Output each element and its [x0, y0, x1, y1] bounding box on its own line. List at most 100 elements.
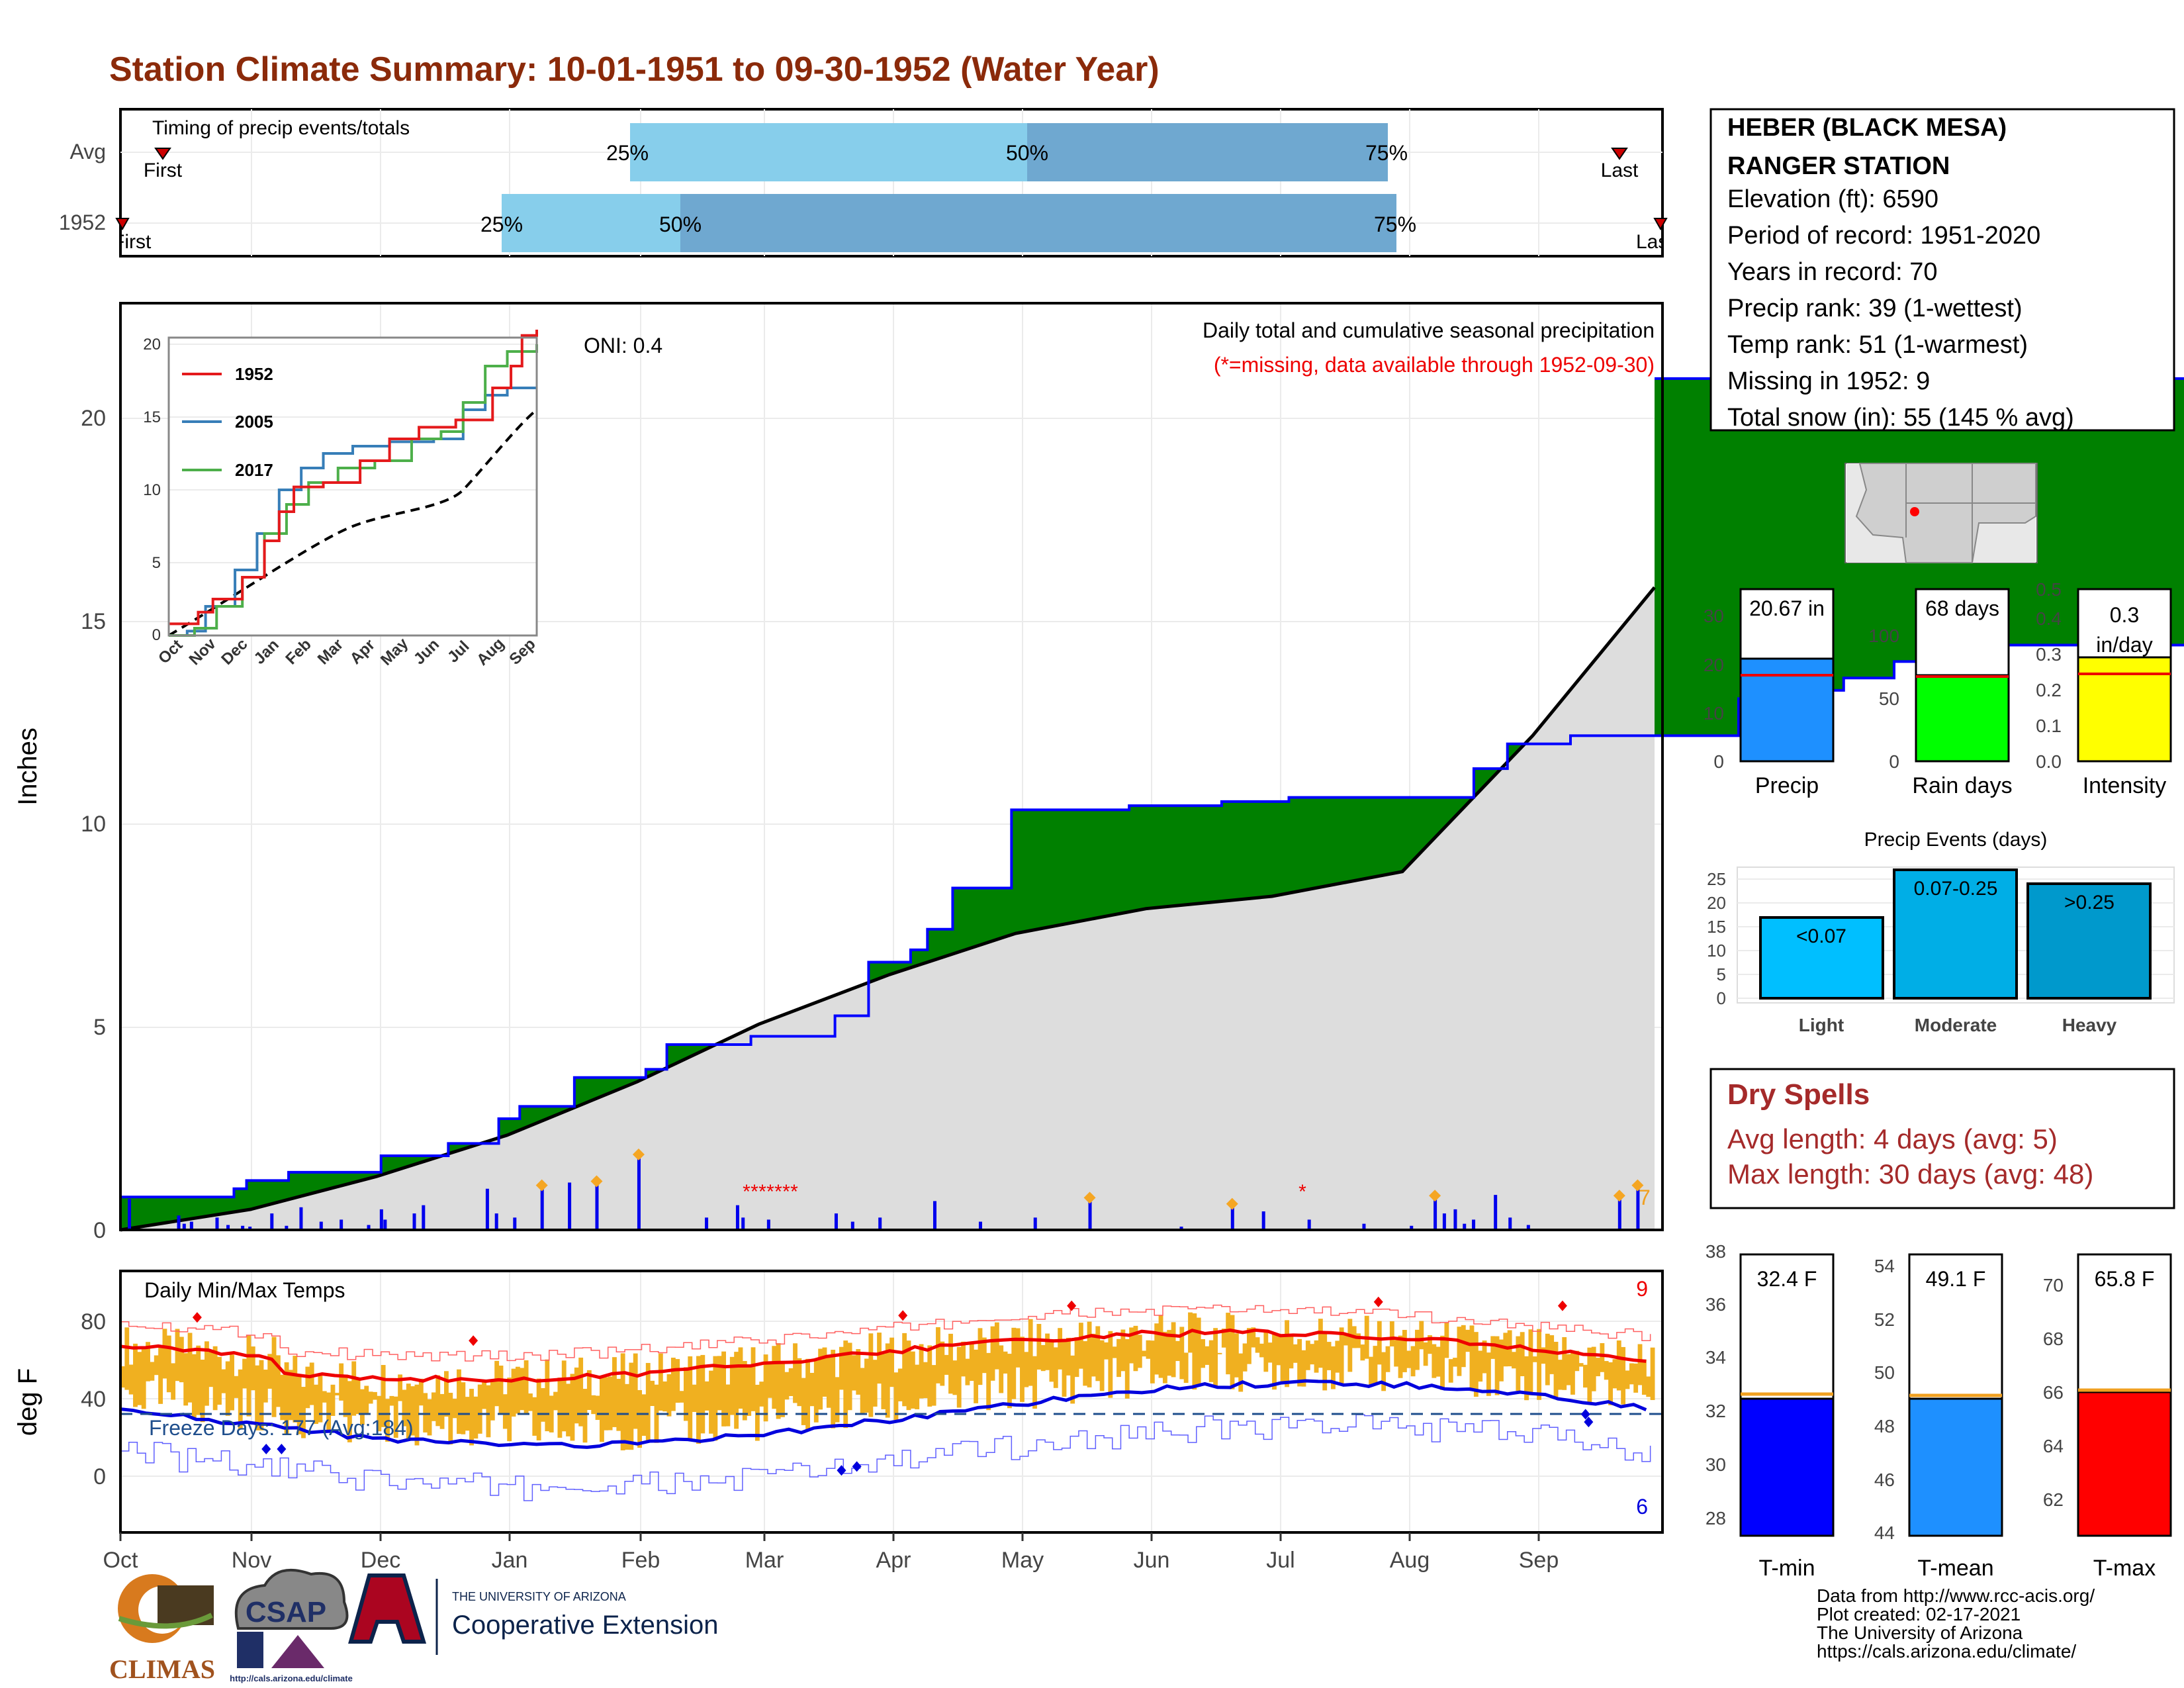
record-low-marker [837, 1465, 846, 1476]
daily-temp-bar [469, 1389, 474, 1446]
record-high-marker [1557, 1300, 1567, 1311]
daily-temp-bar [520, 1368, 525, 1411]
intensity-chart: 0.3 in/day 0.0 0.1 0.2 0.3 0.4 0.5 Intens… [2036, 579, 2172, 798]
daily-temp-bar [1221, 1329, 1226, 1348]
daily-temp-bar [158, 1346, 163, 1404]
daily-precip-bar [494, 1213, 498, 1230]
daily-precip-bar [1433, 1197, 1437, 1230]
daily-temp-bar [1297, 1338, 1302, 1387]
daily-temp-bar [1318, 1319, 1323, 1368]
daily-temp-bar [1104, 1342, 1109, 1360]
daily-temp-bar [1146, 1340, 1151, 1359]
daily-temp-bar [1285, 1320, 1289, 1387]
daily-temp-bar [1179, 1327, 1185, 1380]
timing-1952-bar-late [680, 194, 1396, 252]
daily-temp-bar [700, 1354, 705, 1434]
station-years: Years in record: 70 [1727, 258, 1938, 286]
daily-temp-bar [650, 1380, 655, 1406]
dry-spells-max: Max length: 30 days (avg: 48) [1727, 1158, 2093, 1190]
daily-temp-bar [612, 1357, 617, 1427]
svg-text:30: 30 [1706, 1454, 1726, 1475]
svg-text:40: 40 [81, 1387, 106, 1412]
daily-temp-bar [742, 1360, 747, 1421]
tmin-value: 32.4 F [1757, 1267, 1817, 1291]
daily-temp-bar [162, 1329, 167, 1379]
daily-temp-bar [1356, 1333, 1361, 1348]
daily-precip-bar [1526, 1225, 1530, 1230]
timing-1952-p75: 75% [1374, 212, 1416, 236]
daily-temp-bar [738, 1347, 743, 1409]
daily-precip-bar [1261, 1211, 1265, 1230]
daily-temp-bar [847, 1342, 852, 1411]
missing-marker: * [1298, 1181, 1306, 1203]
daily-temp-bar [629, 1362, 634, 1450]
daily-precip-bar [1307, 1219, 1311, 1230]
svg-text:0: 0 [1889, 751, 1899, 772]
daily-temp-bar [457, 1369, 461, 1434]
temp-summary-bars: 32.4 F 28 30 32 34 36 38 T-min 49.1 F 44… [1706, 1241, 2172, 1581]
daily-temp-bar [1255, 1337, 1260, 1353]
svg-text:0: 0 [1717, 988, 1726, 1008]
daily-temp-bar [200, 1359, 205, 1423]
daily-temp-bar [927, 1345, 933, 1407]
daily-temp-bar [1058, 1328, 1063, 1370]
oni-label: ONI: 0.4 [584, 334, 662, 357]
dry-spells-title: Dry Spells [1727, 1078, 1870, 1111]
daily-temp-bar [780, 1360, 785, 1417]
daily-temp-bar [1596, 1358, 1600, 1377]
daily-temp-bar [662, 1381, 668, 1412]
daily-precip-bar [1636, 1186, 1640, 1230]
daily-temp-bar [187, 1333, 193, 1403]
daily-temp-bar [670, 1357, 676, 1411]
daily-temp-bar [826, 1357, 831, 1408]
daily-temp-bar [994, 1322, 999, 1370]
daily-temp-bar [398, 1374, 402, 1401]
credit-university: The University of Arizona [1817, 1622, 2023, 1643]
record-high-marker [1067, 1300, 1077, 1311]
daily-temp-bar [1074, 1337, 1079, 1378]
daily-temp-bar [1486, 1352, 1491, 1396]
daily-precip-bar [367, 1225, 371, 1230]
daily-temp-bar [986, 1352, 991, 1411]
daily-precip-bar [978, 1221, 982, 1230]
daily-temp-bar [402, 1389, 407, 1427]
precip-daily-bars [128, 1149, 1644, 1230]
daily-temp-bar [852, 1355, 856, 1391]
daily-temp-bar [768, 1362, 772, 1398]
daily-temp-bar [1120, 1329, 1126, 1372]
snow-marker [1429, 1190, 1441, 1202]
daily-precip-bar [422, 1205, 426, 1230]
daily-temp-bar [1557, 1360, 1563, 1390]
record-max-line [120, 1304, 1651, 1362]
daily-temp-bar [1389, 1321, 1394, 1347]
daily-temp-bar [1201, 1339, 1205, 1368]
precip-total-chart: 20.67 in 0 10 20 30 Precip [1704, 588, 1835, 798]
daily-temp-bar [1625, 1370, 1630, 1389]
daily-temp-bar [717, 1356, 722, 1411]
daily-temp-bar [754, 1384, 760, 1441]
tmean-value: 49.1 F [1926, 1267, 1986, 1291]
daily-temp-bar [1616, 1340, 1621, 1391]
daily-temp-bar [301, 1387, 306, 1438]
daily-temp-bar [1015, 1328, 1021, 1368]
intensity-label: Intensity [2083, 773, 2167, 798]
record-low-marker [1580, 1409, 1590, 1420]
daily-temp-bar [692, 1384, 697, 1412]
daily-temp-bar [498, 1365, 504, 1415]
daily-temp-bar [1406, 1350, 1412, 1368]
daily-temp-bar [1574, 1350, 1580, 1372]
high-record-count: 9 [1636, 1277, 1648, 1301]
daily-temp-bar [747, 1366, 752, 1416]
daily-temp-bar [1310, 1344, 1315, 1365]
daily-temp-bar [431, 1392, 436, 1421]
svg-text:10: 10 [143, 481, 161, 499]
page-title: Station Climate Summary: 10-01-1951 to 0… [109, 50, 1160, 89]
daily-temp-bar [1099, 1340, 1105, 1391]
svg-text:10: 10 [1704, 703, 1724, 724]
daily-temp-bar [1280, 1336, 1285, 1382]
daily-precip-bar [834, 1213, 838, 1230]
daily-temp-bar [175, 1329, 180, 1382]
daily-temp-bar [1448, 1359, 1453, 1383]
daily-temp-bar [334, 1393, 340, 1395]
daily-temp-bar [1646, 1376, 1651, 1397]
